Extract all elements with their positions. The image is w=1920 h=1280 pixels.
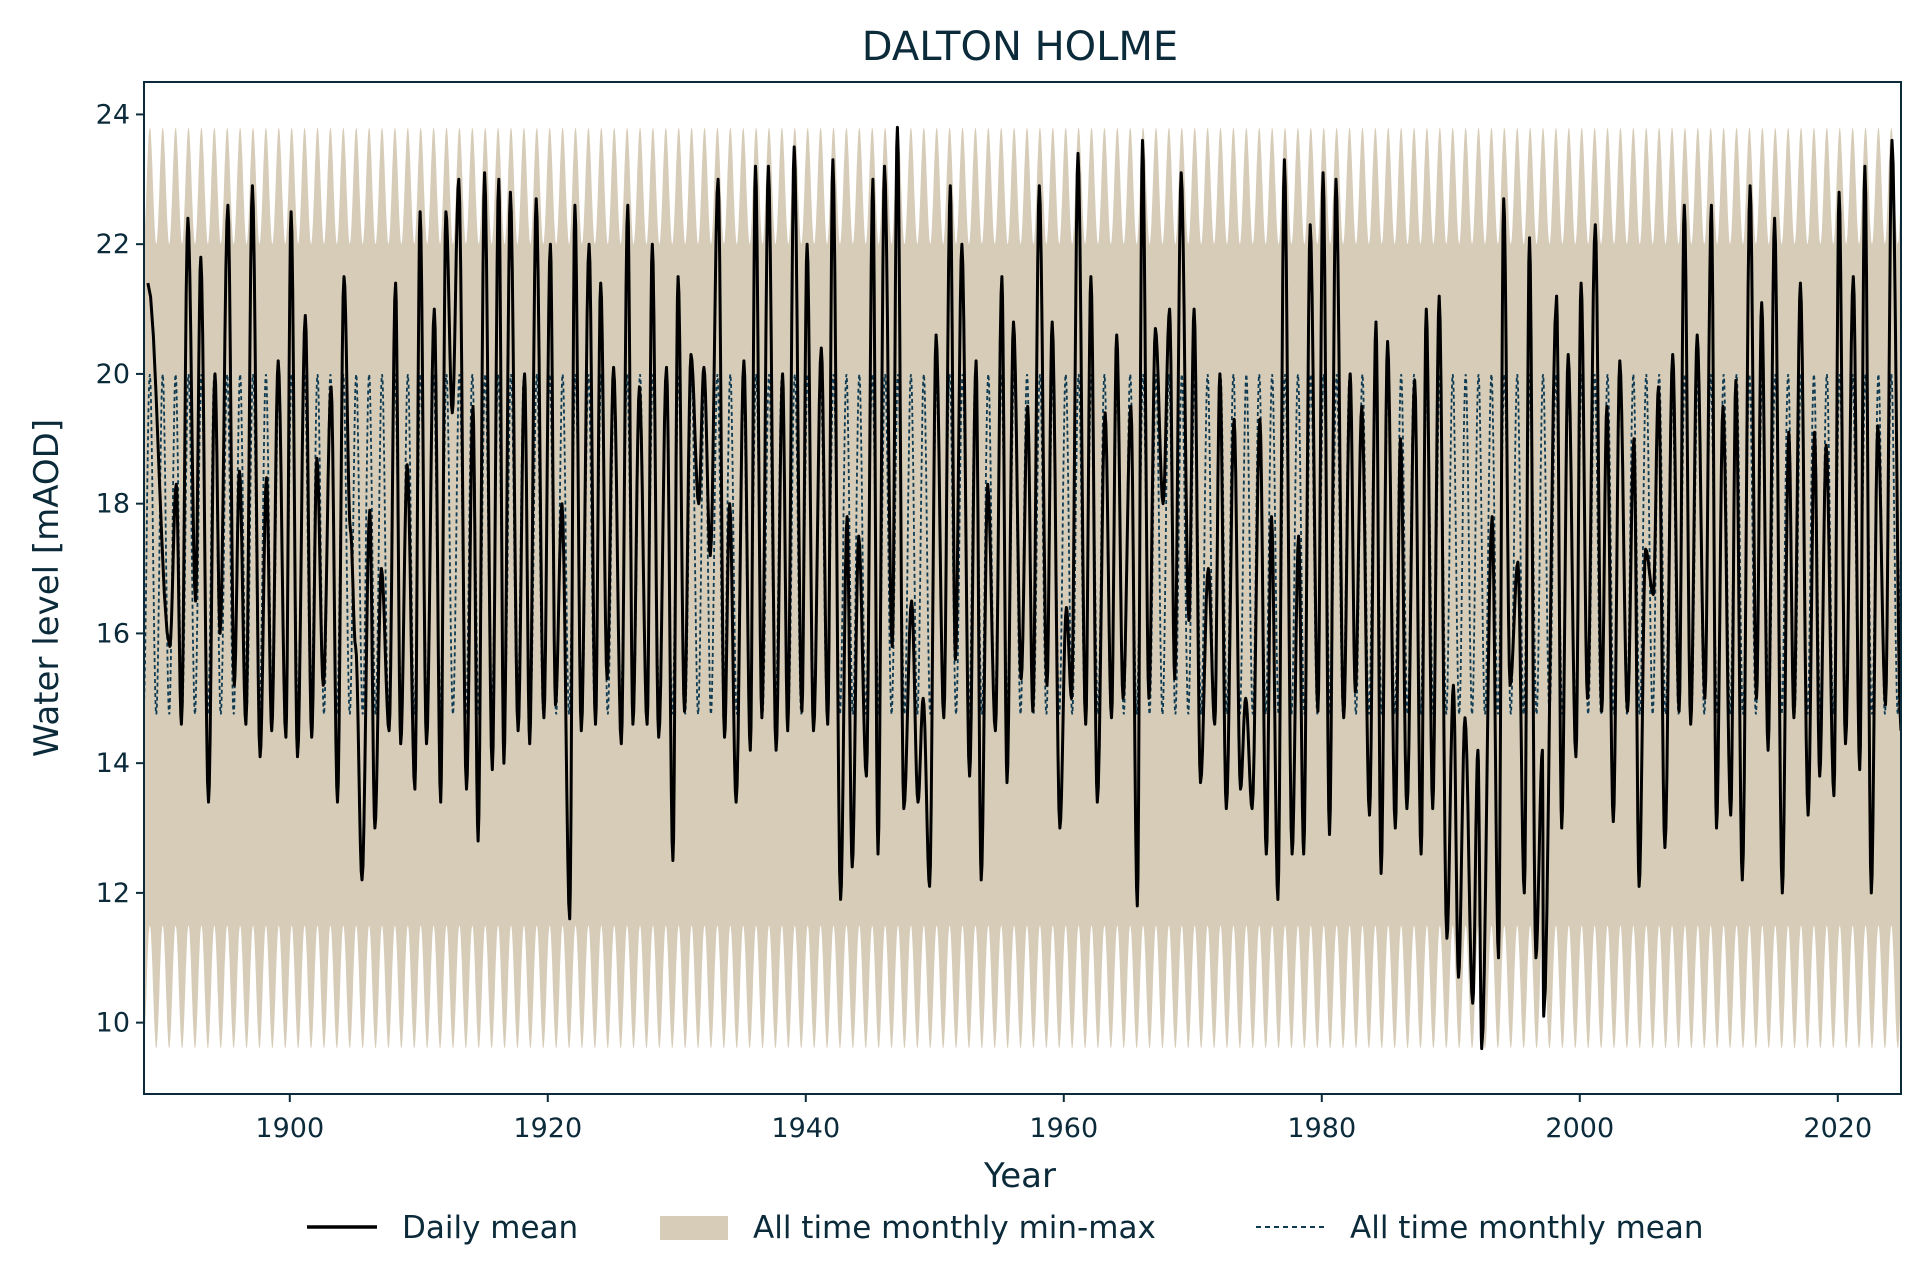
legend-min-max-swatch [660, 1216, 728, 1240]
x-tick-label: 1940 [771, 1113, 840, 1144]
plot-area [144, 125, 1901, 1051]
legend: Daily mean All time monthly min-max All … [307, 1210, 1704, 1246]
y-tick-label: 10 [96, 1008, 130, 1039]
y-axis-label: Water level [mAOD] [27, 419, 67, 757]
x-axis: 1900 1920 1940 1960 1980 2000 2020 [255, 1094, 1872, 1144]
x-tick-label: 1960 [1029, 1113, 1098, 1144]
legend-monthly-mean-label: All time monthly mean [1350, 1210, 1704, 1246]
y-tick-label: 20 [96, 359, 130, 390]
y-tick-label: 22 [96, 229, 130, 260]
plot-frame [143, 81, 1902, 1095]
x-tick-label: 1900 [255, 1113, 324, 1144]
x-tick-label: 2000 [1545, 1113, 1614, 1144]
x-tick-label: 1920 [513, 1113, 582, 1144]
y-tick-label: 14 [96, 748, 130, 779]
y-tick-label: 16 [96, 618, 130, 649]
y-tick-label: 24 [96, 99, 130, 130]
daily-mean-line [146, 125, 1901, 1051]
x-axis-label: Year [983, 1156, 1056, 1196]
x-tick-label: 2020 [1803, 1113, 1872, 1144]
y-tick-label: 18 [96, 489, 130, 520]
y-tick-label: 12 [96, 878, 130, 909]
chart-title: DALTON HOLME [862, 24, 1178, 70]
y-axis: 10 12 14 16 18 20 22 24 [96, 99, 144, 1039]
legend-daily-mean-label: Daily mean [402, 1210, 578, 1246]
x-tick-label: 1980 [1287, 1113, 1356, 1144]
legend-min-max-label: All time monthly min-max [753, 1210, 1156, 1246]
